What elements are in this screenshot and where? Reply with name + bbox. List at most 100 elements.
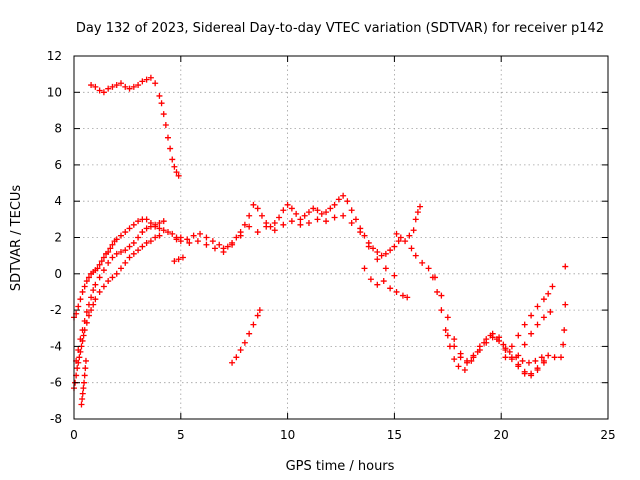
x-tick-label: 15 (387, 428, 402, 442)
data-point (237, 232, 244, 239)
data-point (169, 156, 176, 163)
data-point (105, 278, 112, 285)
data-point (387, 285, 394, 292)
data-point (528, 330, 535, 337)
data-point (126, 85, 133, 92)
data-point (100, 89, 107, 96)
data-point (258, 212, 265, 219)
data-point (171, 163, 178, 170)
data-point (254, 229, 261, 236)
x-tick-label: 0 (70, 428, 78, 442)
data-point (216, 241, 223, 248)
data-point (126, 225, 133, 232)
series-arc-early-high (88, 74, 182, 179)
data-point (179, 254, 186, 261)
data-point (143, 216, 150, 223)
data-point (94, 265, 101, 272)
data-point (263, 223, 270, 230)
series-arc-late-rise-b (515, 308, 554, 359)
data-point (126, 243, 133, 250)
data-point (229, 241, 236, 248)
data-point (393, 288, 400, 295)
data-point (237, 347, 244, 354)
data-point (335, 196, 342, 203)
data-point (113, 250, 120, 257)
data-point (521, 341, 528, 348)
y-tick-label: -8 (50, 412, 62, 426)
data-point (301, 212, 308, 219)
data-point (96, 274, 103, 281)
data-point (90, 301, 97, 308)
data-point (109, 241, 116, 248)
data-point (152, 221, 159, 228)
data-point (331, 201, 338, 208)
data-point (117, 80, 124, 87)
data-point (357, 229, 364, 236)
data-point (109, 274, 116, 281)
data-point (241, 221, 248, 228)
data-point (139, 243, 146, 250)
data-point (88, 294, 95, 301)
data-point (100, 283, 107, 290)
data-point (412, 216, 419, 223)
data-point (158, 100, 165, 107)
data-point (551, 354, 558, 361)
data-point (122, 247, 129, 254)
data-point (374, 281, 381, 288)
series-arc-15 (361, 265, 411, 301)
data-point (280, 207, 287, 214)
data-point (147, 223, 154, 230)
data-point (177, 234, 184, 241)
data-point (483, 336, 490, 343)
data-point (77, 348, 84, 355)
data-point (305, 209, 312, 216)
data-point (451, 336, 458, 343)
data-point (331, 214, 338, 221)
data-point (160, 227, 167, 234)
data-point (92, 296, 99, 303)
data-point (538, 354, 545, 361)
data-points (71, 74, 569, 408)
x-tick-label: 10 (280, 428, 295, 442)
data-point (143, 239, 150, 246)
data-point (417, 203, 424, 210)
data-point (310, 205, 317, 212)
data-point (521, 321, 528, 328)
data-point (502, 347, 509, 354)
data-point (147, 238, 154, 245)
data-point (271, 219, 278, 226)
data-point (75, 303, 82, 310)
y-tick-label: 8 (54, 122, 62, 136)
data-point (404, 294, 411, 301)
data-point (74, 365, 81, 372)
series-arc-late-rise (502, 283, 556, 361)
data-point (562, 263, 569, 270)
data-point (109, 254, 116, 261)
data-point (246, 223, 253, 230)
data-point (540, 296, 547, 303)
data-point (367, 276, 374, 283)
data-point (314, 216, 321, 223)
data-point (387, 247, 394, 254)
data-point (220, 249, 227, 256)
data-point (532, 357, 539, 364)
data-point (76, 354, 83, 361)
data-point (397, 234, 404, 241)
data-point (352, 216, 359, 223)
data-point (156, 92, 163, 99)
data-point (451, 356, 458, 363)
data-point (107, 245, 114, 252)
data-point (374, 249, 381, 256)
chart-title: Day 132 of 2023, Sidereal Day-to-day VTE… (76, 21, 604, 36)
data-point (374, 256, 381, 263)
series-arc-mid (173, 192, 402, 259)
data-point (164, 229, 171, 236)
data-point (98, 258, 105, 265)
data-point (160, 218, 167, 225)
data-point (96, 87, 103, 94)
data-point (528, 312, 535, 319)
x-tick-label: 20 (494, 428, 509, 442)
data-point (256, 307, 263, 314)
data-point (75, 359, 82, 366)
